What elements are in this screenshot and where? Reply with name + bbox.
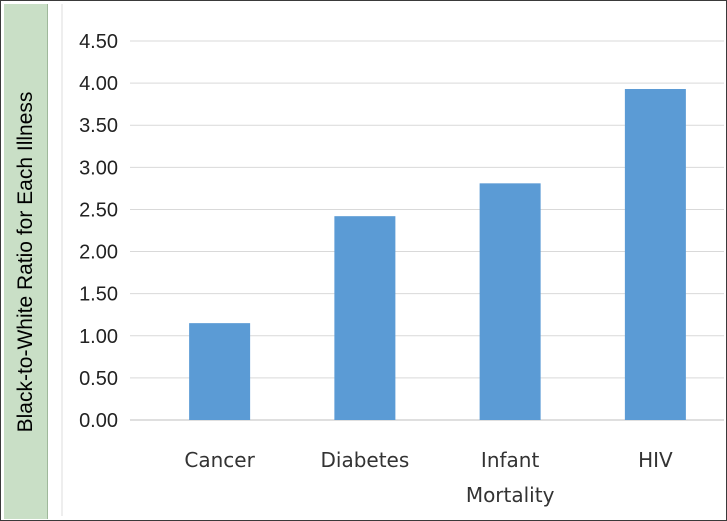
bar [479, 183, 541, 420]
y-tick-label: 1.00 [79, 326, 118, 348]
y-tick-label: 4.50 [79, 31, 118, 53]
x-category-labels: Cancer Diabetes Infant Mortality HIV [184, 448, 673, 507]
x-category-label: HIV [638, 448, 673, 472]
y-tick-labels: 0.00 0.50 1.00 1.50 2.00 2.50 3.00 3.50 4.00 4.50 [79, 31, 118, 432]
y-tick-label: 0.00 [79, 410, 118, 432]
bar [189, 323, 251, 420]
y-tick-label: 3.50 [79, 115, 118, 137]
bars [189, 89, 686, 421]
y-tick-label: 2.00 [79, 242, 118, 264]
y-tick-label: 1.50 [79, 284, 118, 306]
x-category-label: Diabetes [320, 448, 409, 472]
y-tick-label: 2.50 [79, 199, 118, 221]
y-tick-label: 0.50 [79, 368, 118, 390]
bar [624, 89, 686, 421]
y-axis-label-panel: Black-to-White Ratio for Each Illness [4, 4, 48, 519]
y-tick-label: 4.00 [79, 73, 118, 95]
bar [334, 216, 396, 420]
x-category-label: Infant Mortality [466, 448, 555, 507]
y-tick-label: 3.00 [79, 157, 118, 179]
x-category-label: Cancer [184, 448, 255, 472]
